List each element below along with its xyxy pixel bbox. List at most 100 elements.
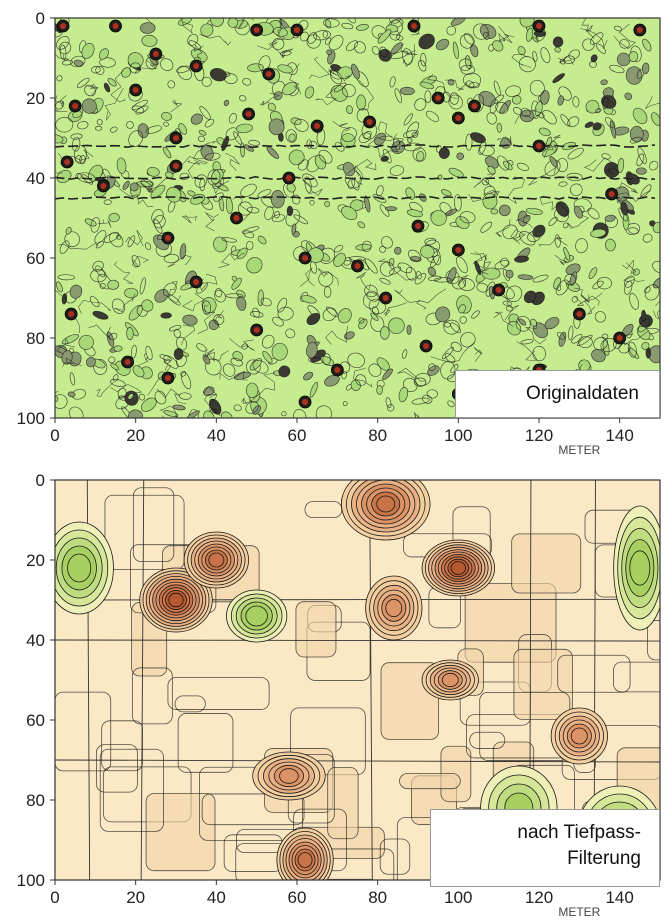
original-contour-cell [270, 190, 285, 209]
original-contour-cell [137, 123, 149, 139]
original-contour-cell [154, 390, 167, 405]
original-contour-cell [78, 334, 94, 350]
original-contour-cell [628, 51, 639, 63]
original-contour-cell [320, 355, 335, 366]
original-contour-cell [628, 227, 639, 235]
original-contour-line [355, 164, 363, 185]
filtered-contour-cell [145, 793, 216, 872]
original-contour-cell [281, 411, 287, 417]
original-contour-cell [272, 38, 285, 50]
filtered-x-tick-label: 140 [605, 888, 633, 907]
filtered-high-contour [279, 768, 299, 784]
original-contour-cell [179, 172, 190, 180]
original-contour-line [132, 255, 150, 268]
contour-chart-original: 0 20 40 60 80 100 0 20 40 60 80 100 120 140 METER [17, 9, 661, 457]
original-contour-cell [176, 65, 191, 74]
original-contour-cell [573, 205, 583, 219]
original-contour-cell [243, 230, 255, 239]
original-contour-cell [168, 325, 182, 332]
original-contour-cell [225, 293, 244, 299]
original-contour-cell [395, 34, 404, 41]
original-contour-cell [207, 169, 221, 186]
original-contour-cell [447, 267, 457, 284]
original-contour-cell [505, 269, 514, 279]
original-contour-line [142, 18, 153, 24]
filtered-x-tick-label: 0 [50, 888, 59, 907]
original-anomaly-core [233, 215, 240, 221]
original-contour-cell [602, 96, 609, 110]
filtered-x-tick-label: 40 [207, 888, 226, 907]
filtered-axes: 0 20 40 60 80 100 0 20 40 60 80 100 120 140 METER [17, 471, 661, 919]
original-contour-line [55, 109, 68, 112]
original-contour-cell [605, 238, 616, 252]
legend-label-original: Originaldaten [525, 383, 639, 404]
original-contour-cell [160, 312, 172, 319]
original-contour-cell [638, 318, 651, 333]
original-contour-cell [246, 240, 254, 251]
original-contour-cell [307, 32, 318, 44]
original-contour-cell [273, 211, 280, 219]
original-contour-cell [221, 237, 237, 243]
original-contour-cell [388, 317, 405, 335]
original-anomaly-core [124, 359, 131, 365]
original-contour-cell [61, 350, 73, 365]
original-contour-cell [468, 82, 480, 89]
original-contour-line [495, 219, 511, 238]
original-anomaly-core [265, 71, 272, 77]
original-contour-cell [61, 334, 79, 345]
original-contour-line [416, 288, 447, 310]
original-contour-cell [459, 34, 474, 49]
original-contour-line [507, 176, 525, 205]
original-contour-line [134, 60, 158, 74]
original-contour-line [302, 180, 323, 197]
original-contour-cell [593, 336, 609, 351]
original-contour-line [584, 292, 603, 315]
original-y-tick-label: 80 [26, 329, 45, 348]
original-contour-cell [89, 296, 100, 308]
original-contour-cell [430, 209, 447, 226]
original-contour-cell [637, 147, 647, 164]
original-contour-cell [376, 357, 390, 371]
original-contour-cell [476, 282, 489, 293]
original-contour-cell [473, 23, 489, 40]
original-contour-cell [288, 149, 305, 166]
original-anomaly-core [334, 367, 341, 373]
original-contour-cell [322, 307, 337, 322]
original-contour-cell [594, 311, 606, 323]
original-contour-cell [572, 96, 580, 108]
original-contour-cell [278, 365, 291, 378]
original-contour-line [140, 178, 167, 193]
original-contour-cell [350, 199, 364, 211]
original-contour-cell [180, 370, 187, 377]
original-contour-cell [61, 293, 68, 305]
filtered-high-contour [450, 561, 466, 575]
original-contour-cell [642, 233, 653, 243]
filtered-contour-cell [399, 773, 461, 790]
original-contour-line [574, 287, 590, 303]
original-contour-cell [470, 132, 486, 144]
filtered-contour-cell [99, 748, 164, 832]
original-contour-line [477, 261, 492, 275]
original-contour-cell [420, 245, 435, 259]
original-contour-cell [372, 194, 387, 203]
original-contour-cell [372, 306, 379, 316]
original-contour-cell [131, 254, 141, 268]
original-contour-cell [258, 55, 271, 72]
original-contour-cell [213, 313, 225, 325]
original-contour-cell [387, 19, 403, 36]
original-contour-cell [532, 274, 549, 283]
original-contour-cell [649, 160, 659, 171]
original-contour-cell [628, 347, 640, 359]
chart-panel-original: 0 20 40 60 80 100 0 20 40 60 80 100 120 140 METER Orig… [17, 9, 661, 457]
original-contour-cell [424, 237, 437, 245]
original-contour-line [470, 252, 487, 263]
original-contour-cell [196, 343, 207, 352]
original-contour-cell [209, 398, 222, 415]
original-contour-cell [571, 295, 579, 303]
original-contour-cell [548, 216, 558, 226]
filtered-contour-cell [174, 695, 206, 713]
original-contour-cell [236, 247, 248, 260]
original-contour-cell [247, 63, 264, 73]
legend-filtered: nach Tiefpass- Filterung [430, 809, 660, 887]
original-contour-line [516, 341, 538, 361]
